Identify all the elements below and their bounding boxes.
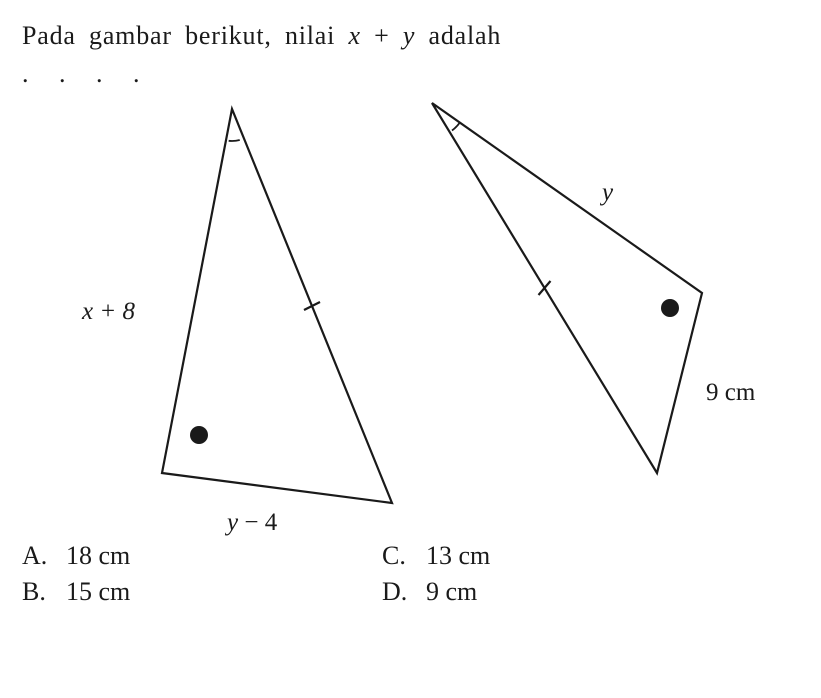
choice-b-letter: B.: [22, 577, 66, 607]
choice-c-letter: C.: [382, 541, 426, 571]
choice-d-letter: D.: [382, 577, 426, 607]
label-y: y: [602, 179, 613, 207]
figure: x + 8 y − 4 y 9 cm: [22, 93, 782, 533]
choice-c-text: 13 cm: [426, 541, 490, 570]
label-9cm: 9 cm: [706, 379, 755, 407]
q-plus: +: [361, 21, 403, 50]
question-line: Pada gambar berikut, nilai x + y adalah: [22, 18, 799, 53]
label-ym4-y: y: [227, 509, 238, 536]
q-text-pre: Pada gambar berikut, nilai: [22, 21, 348, 50]
q-x: x: [348, 21, 360, 50]
choice-b: B.15 cm: [22, 577, 382, 607]
q-y: y: [403, 21, 415, 50]
choice-a: A.18 cm: [22, 541, 382, 571]
q-text-post: adalah: [415, 21, 501, 50]
choices: A.18 cm C.13 cm B.15 cm D.9 cm: [22, 541, 799, 607]
figure-svg: [22, 93, 782, 533]
question-dots: . . . .: [22, 59, 799, 89]
label-y-minus-4: y − 4: [227, 509, 277, 537]
label-ym4-rest: − 4: [238, 509, 277, 536]
choice-a-text: 18 cm: [66, 541, 130, 570]
label-x-plus-8: x + 8: [82, 298, 135, 326]
choice-c: C.13 cm: [382, 541, 742, 571]
choice-b-text: 15 cm: [66, 577, 130, 606]
choice-d: D.9 cm: [382, 577, 742, 607]
choice-a-letter: A.: [22, 541, 66, 571]
choice-d-text: 9 cm: [426, 577, 477, 606]
